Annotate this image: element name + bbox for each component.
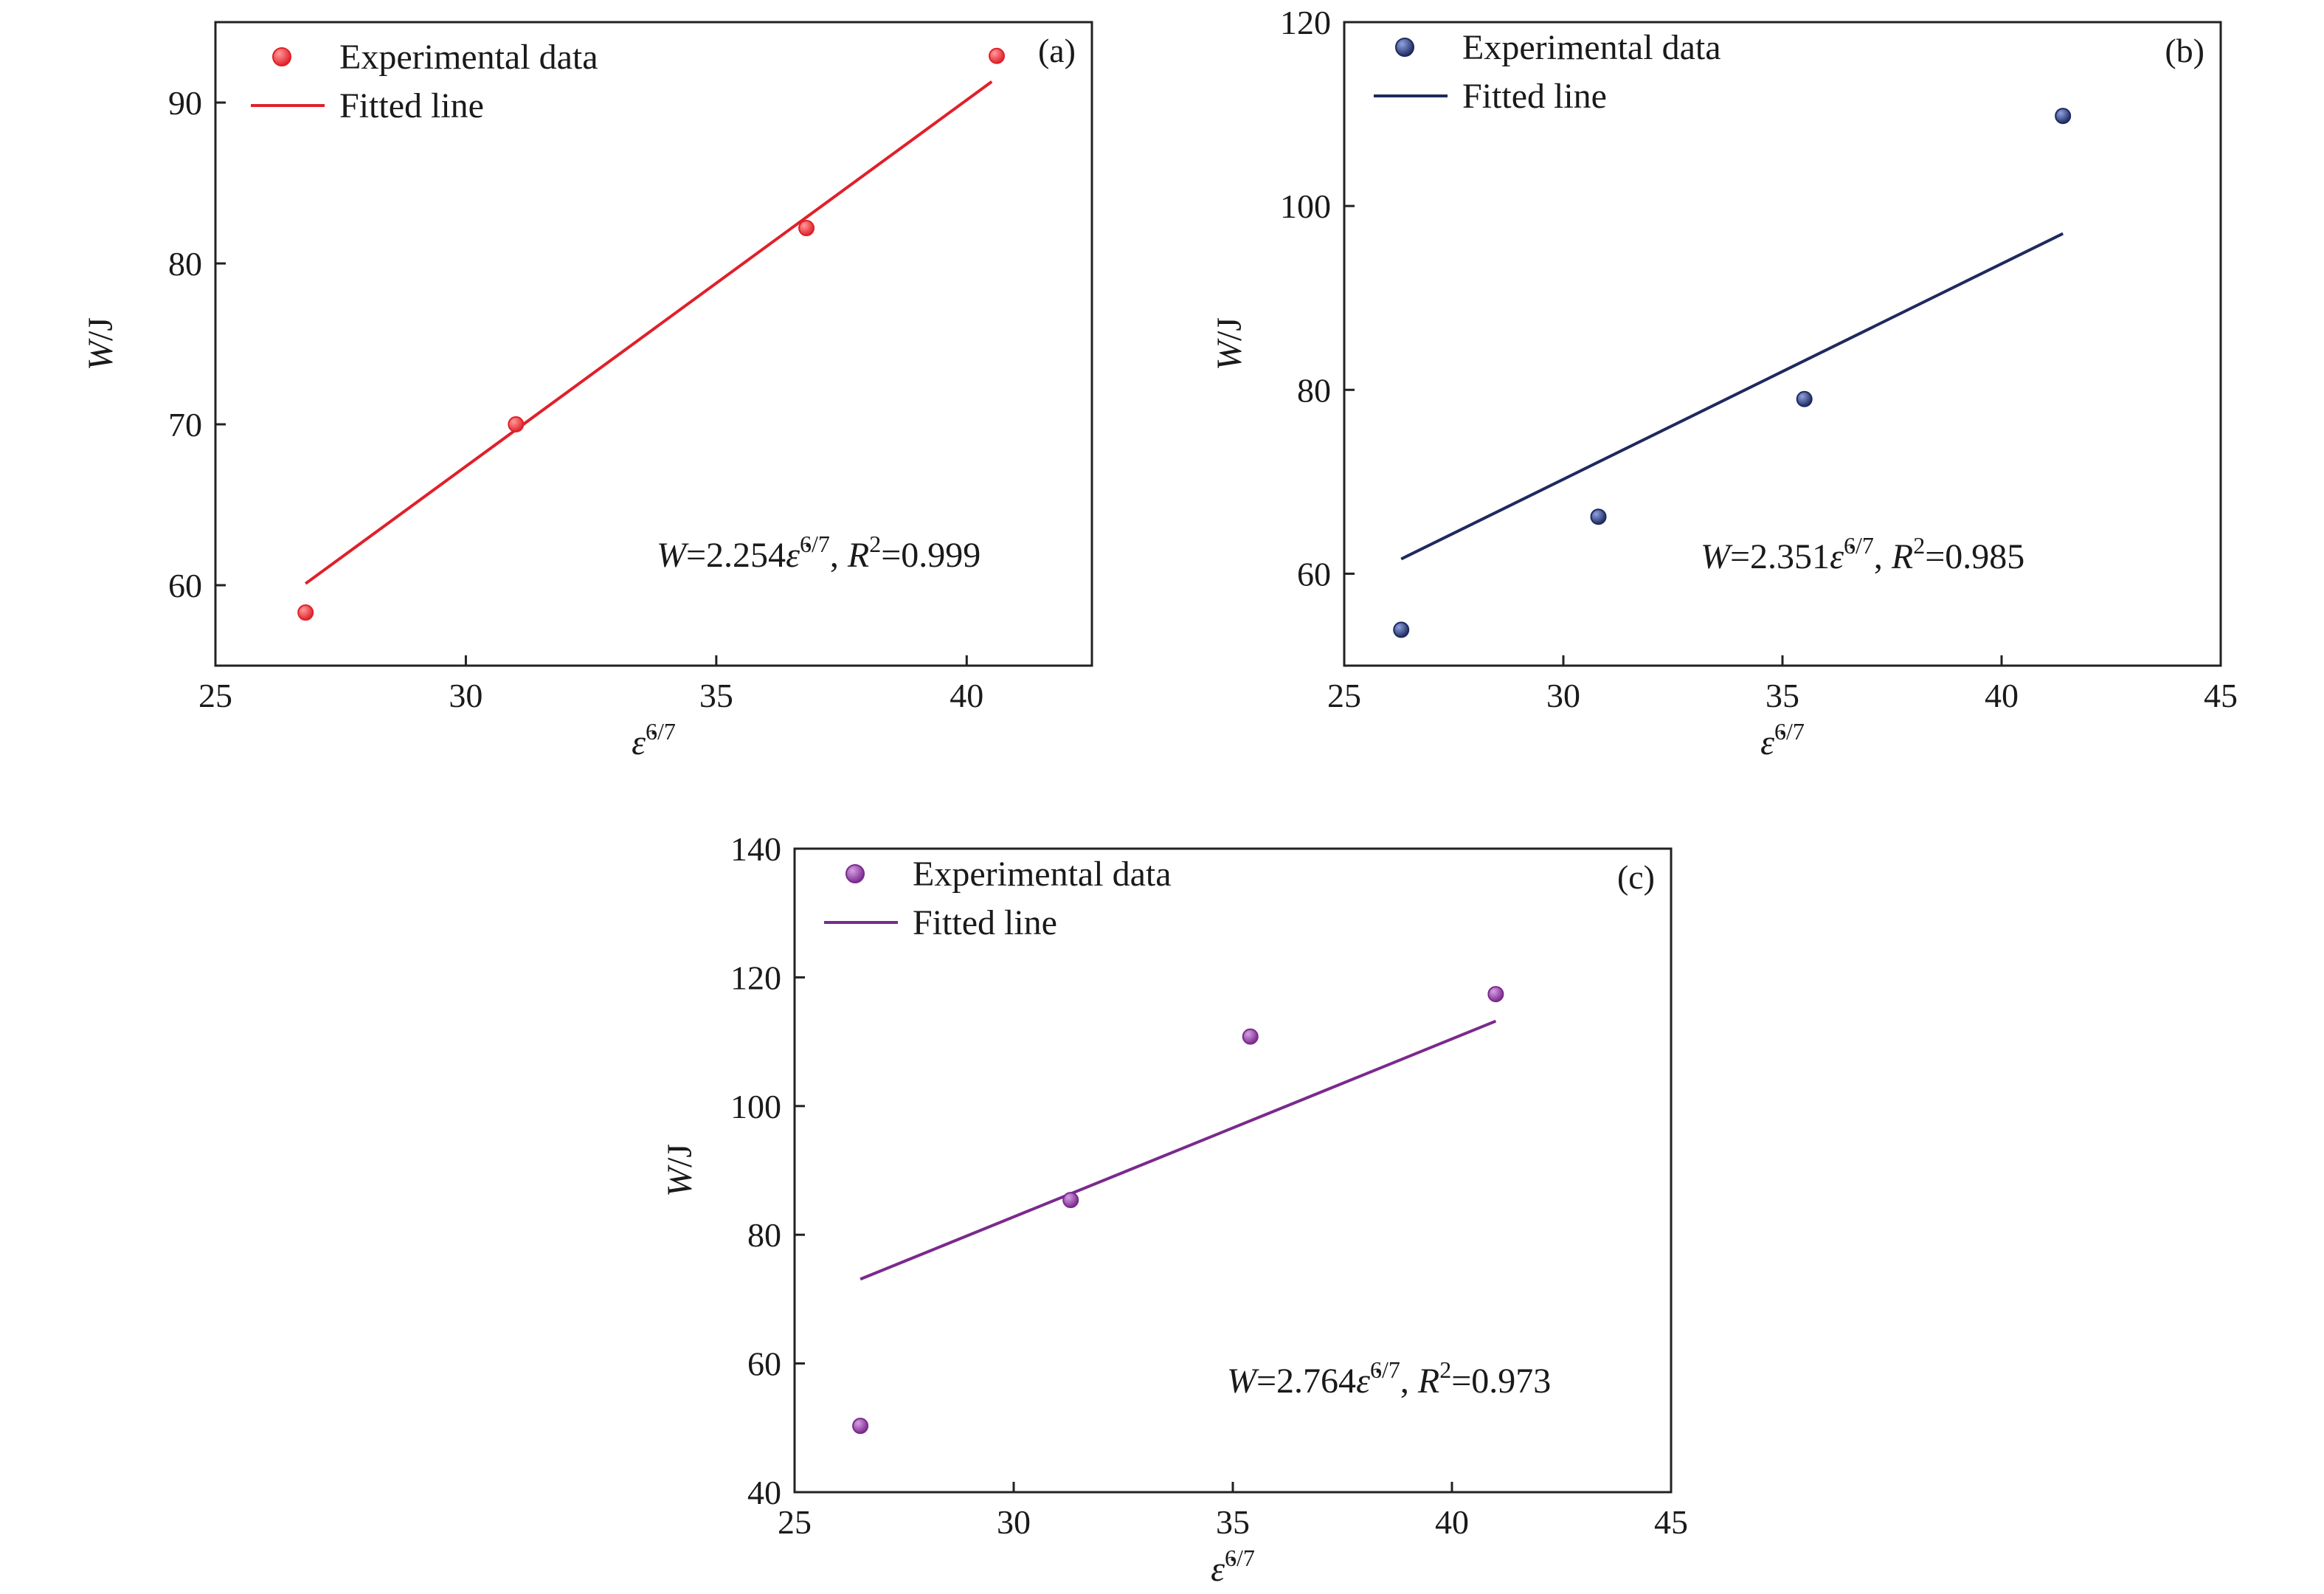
data-point xyxy=(989,47,1006,64)
data-point xyxy=(1393,621,1410,638)
x-tick-label: 40 xyxy=(1435,1503,1469,1541)
x-tick-label: 25 xyxy=(198,677,232,714)
x-tick-label: 30 xyxy=(449,677,483,714)
data-point xyxy=(297,604,314,621)
x-tick-label: 40 xyxy=(950,677,983,714)
data-point xyxy=(852,1418,869,1435)
y-tick-label: 90 xyxy=(168,84,202,122)
x-tick-label: 40 xyxy=(1985,677,2019,714)
x-axis-title: ε̇6/7 xyxy=(1211,1545,1255,1589)
y-tick-label: 120 xyxy=(1280,4,1331,41)
x-tick-label: 35 xyxy=(699,677,733,714)
y-tick-label: 40 xyxy=(747,1474,781,1511)
y-tick-label: 60 xyxy=(747,1345,781,1383)
y-tick-label: 70 xyxy=(168,406,202,444)
x-axis-title: ε̇6/7 xyxy=(1760,718,1805,762)
data-point xyxy=(1487,986,1504,1003)
legend-label-experimental: Experimental data xyxy=(913,855,1172,894)
data-point xyxy=(798,220,815,237)
legend-marker-experimental xyxy=(1395,38,1414,57)
legend-label-experimental: Experimental data xyxy=(1462,28,1721,67)
fit-equation: W=2.764ε̇6/7, R2=0.973 xyxy=(1227,1356,1551,1401)
x-tick-label: 25 xyxy=(1327,677,1361,714)
y-tick-label: 100 xyxy=(1280,187,1331,225)
legend-label-experimental: Experimental data xyxy=(339,38,598,77)
legend-label-fitted: Fitted line xyxy=(339,86,484,125)
chart-panel-b: 25 30 35 40 45 60 80 100 120 ε̇6/7 W/J (b) Experimen… xyxy=(1210,4,2238,762)
fit-equation: W=2.351ε̇6/7, R2=0.985 xyxy=(1701,532,2024,576)
y-tick-label: 80 xyxy=(1297,371,1331,409)
x-tick-label: 30 xyxy=(997,1503,1031,1541)
panel-label: (b) xyxy=(2165,32,2204,69)
y-tick-label: 60 xyxy=(168,567,202,604)
y-tick-label: 120 xyxy=(730,959,781,996)
fit-equation: W=2.254ε̇6/7, R2=0.999 xyxy=(657,531,981,575)
data-point xyxy=(508,416,525,432)
fitted-line xyxy=(860,1019,1497,1281)
data-point xyxy=(1590,508,1607,525)
y-tick-label: 100 xyxy=(730,1088,781,1125)
fitted-line xyxy=(1400,232,2064,561)
data-point xyxy=(1242,1028,1259,1045)
chart-panel-a: 25 30 35 40 60 70 80 90 ε̇6/7 W/J (a) Experimental … xyxy=(81,21,1093,762)
data-point xyxy=(1796,390,1813,407)
data-point xyxy=(1062,1192,1079,1209)
y-tick-label: 140 xyxy=(730,830,781,868)
plot-frame xyxy=(214,21,1093,667)
legend-marker-experimental xyxy=(272,47,291,66)
fitted-line xyxy=(305,80,993,585)
panel-label: (a) xyxy=(1038,32,1076,69)
x-tick-label: 45 xyxy=(2204,677,2238,714)
panel-label: (c) xyxy=(1617,858,1655,896)
legend-label-fitted: Fitted line xyxy=(1462,77,1607,116)
legend-marker-experimental xyxy=(845,864,865,883)
x-tick-label: 45 xyxy=(1654,1503,1688,1541)
x-tick-label: 30 xyxy=(1546,677,1580,714)
y-tick-label: 80 xyxy=(168,245,202,283)
y-axis-title: W/J xyxy=(81,317,120,370)
legend-label-fitted: Fitted line xyxy=(913,903,1057,942)
y-tick-label: 80 xyxy=(747,1216,781,1254)
data-point xyxy=(2055,108,2072,125)
x-tick-label: 25 xyxy=(778,1503,812,1541)
x-axis-title: ε̇6/7 xyxy=(632,718,676,762)
y-axis-title: W/J xyxy=(660,1144,699,1197)
y-tick-label: 60 xyxy=(1297,555,1331,593)
chart-panel-c: 25 30 35 40 45 40 60 80 100 120 140 ε̇6/7 W/J (c) Expe… xyxy=(660,830,1688,1589)
y-axis-title: W/J xyxy=(1210,317,1249,370)
x-tick-label: 35 xyxy=(1766,677,1799,714)
x-tick-label: 35 xyxy=(1216,1503,1250,1541)
